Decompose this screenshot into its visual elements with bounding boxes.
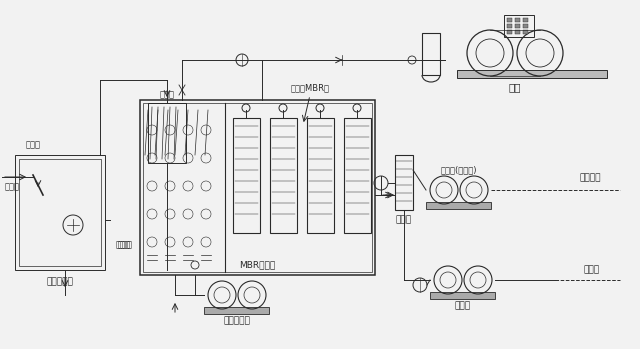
Bar	[143, 103, 372, 272]
Text: 冲洗水进: 冲洗水进	[579, 173, 601, 183]
Bar	[395, 155, 413, 210]
Bar	[422, 33, 440, 75]
Text: 细格栅: 细格栅	[159, 90, 175, 99]
Bar	[15, 155, 105, 270]
Bar	[504, 15, 534, 37]
Bar	[523, 30, 528, 34]
Text: MBR综合池: MBR综合池	[239, 260, 275, 269]
Bar	[140, 100, 375, 275]
Text: 微滤器: 微滤器	[396, 215, 412, 224]
Text: 给水泵: 给水泵	[118, 240, 132, 250]
Text: 污水收集池: 污水收集池	[47, 277, 74, 287]
Text: 给水泵: 给水泵	[115, 240, 131, 250]
Bar	[457, 70, 607, 78]
Bar	[148, 103, 186, 163]
Bar	[507, 18, 512, 22]
Bar	[515, 30, 520, 34]
Bar	[523, 24, 528, 28]
Bar	[430, 292, 495, 299]
Text: 自吸泵: 自吸泵	[455, 302, 471, 311]
Text: 风机: 风机	[509, 82, 521, 92]
Bar	[270, 118, 297, 233]
Bar	[204, 307, 269, 314]
Bar	[515, 24, 520, 28]
Text: 污泥回流泵: 污泥回流泵	[223, 317, 250, 326]
Bar	[507, 30, 512, 34]
Bar	[515, 18, 520, 22]
Bar	[233, 118, 260, 233]
Text: 原水进: 原水进	[4, 183, 19, 192]
Text: 粗格栅: 粗格栅	[26, 141, 40, 149]
Text: 带内衬MBR膜: 带内衬MBR膜	[291, 83, 330, 92]
Bar	[307, 118, 334, 233]
Bar	[344, 118, 371, 233]
Text: 反洗泵(可选用): 反洗泵(可选用)	[441, 165, 477, 174]
Bar	[19, 159, 101, 266]
Bar	[507, 24, 512, 28]
Bar	[523, 18, 528, 22]
Bar	[426, 202, 491, 209]
Text: 清水出: 清水出	[584, 266, 600, 275]
